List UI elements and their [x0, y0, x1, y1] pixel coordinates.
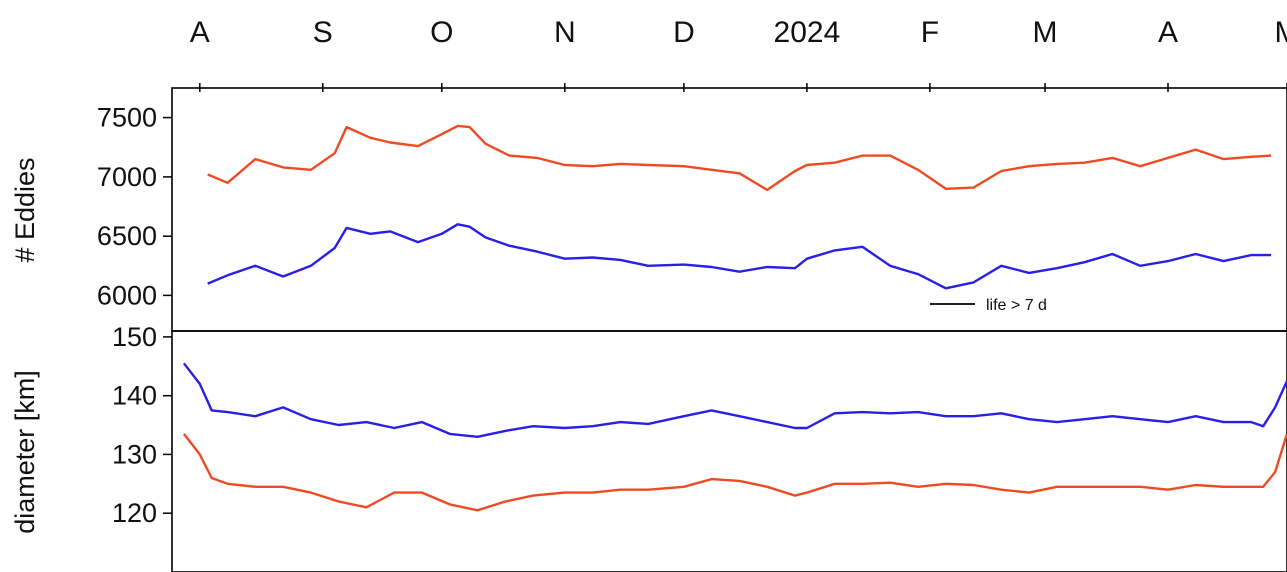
diameter-ylabel: diameter [km]	[10, 370, 40, 534]
diameter-yticks: 120 130 140 150	[112, 322, 172, 528]
x-tick-label: N	[554, 16, 576, 49]
x-tick-label: A	[1158, 16, 1178, 49]
y-tick-label: 120	[112, 498, 157, 528]
diameter-series	[182, 362, 1287, 512]
eddy-count-panel: # Eddies 6000 6500 7000 7500 life > 7 d	[10, 87, 1287, 332]
series-line-0	[182, 362, 1287, 438]
legend: life > 7 d	[930, 297, 1047, 314]
legend-label: life > 7 d	[986, 297, 1047, 314]
series-line-1	[207, 223, 1272, 290]
eddy-count-frame	[171, 87, 1287, 332]
x-tick-label: A	[190, 16, 210, 49]
y-tick-label: 130	[112, 439, 157, 469]
diameter-panel: diameter [km] 120 130 140 150	[10, 322, 1287, 572]
y-tick-label: 6000	[97, 280, 157, 310]
y-tick-label: 7500	[97, 103, 157, 133]
series-line-0	[207, 124, 1272, 192]
x-tick-label: F	[921, 16, 939, 49]
series-line-1	[182, 433, 1287, 512]
y-tick-label: 140	[112, 381, 157, 411]
x-tick-label: S	[313, 16, 333, 49]
x-tick-label: O	[430, 16, 453, 49]
eddy-count-yticks: 6000 6500 7000 7500	[97, 103, 172, 310]
y-tick-label: 7000	[97, 162, 157, 192]
eddy-count-series	[207, 124, 1272, 290]
x-axis-month-labels: A S O N D 2024 F M A M	[190, 16, 1287, 49]
diameter-frame	[171, 330, 1287, 572]
y-tick-label: 6500	[97, 221, 157, 251]
x-tick-label: M	[1275, 16, 1287, 49]
y-tick-label: 150	[112, 322, 157, 352]
x-tick-label: 2024	[774, 16, 841, 49]
x-tick-label: D	[673, 16, 695, 49]
x-tick-label: M	[1033, 16, 1058, 49]
eddy-count-ylabel: # Eddies	[10, 157, 40, 262]
